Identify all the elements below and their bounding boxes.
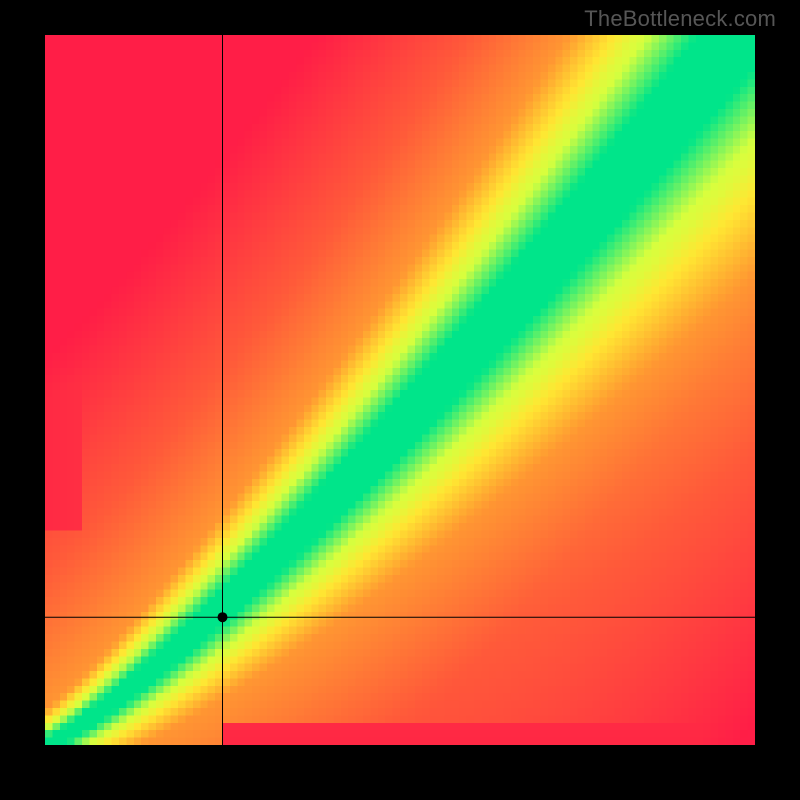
watermark-label: TheBottleneck.com <box>584 6 776 32</box>
bottleneck-heatmap <box>45 35 755 745</box>
chart-container: TheBottleneck.com <box>0 0 800 800</box>
